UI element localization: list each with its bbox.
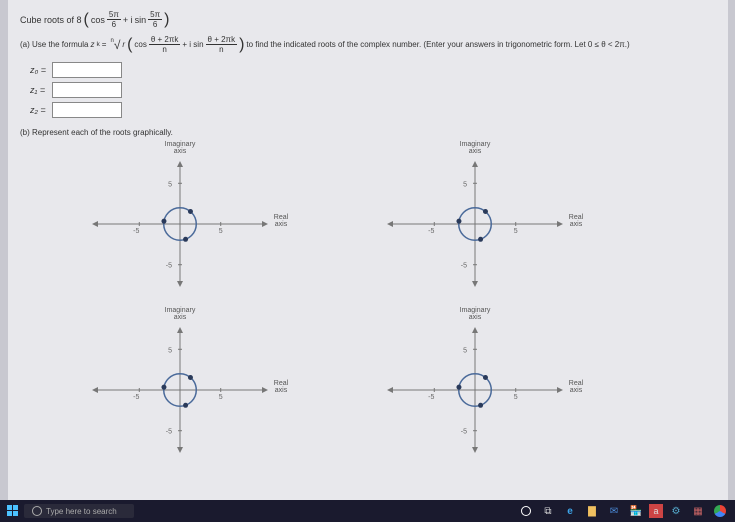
svg-text:-5: -5 (461, 429, 467, 436)
taskbar-mail-icon[interactable]: ✉ (605, 502, 623, 520)
answer-label-2: z₂ = (30, 105, 52, 115)
root-symbol: √ (114, 38, 121, 52)
graph-option-3[interactable]: Imaginaryaxis Realaxis -5 5 5 -5 (60, 307, 300, 467)
svg-text:5: 5 (219, 394, 223, 401)
formula-frac-1: θ + 2πk n (149, 35, 181, 54)
answer-input-0[interactable] (52, 62, 122, 78)
part-a-label: (a) Use the formula (20, 40, 88, 49)
rparen: ) (164, 15, 169, 25)
formula-plus-isin: + i sin (182, 40, 203, 49)
real-axis-label: Realaxis (561, 214, 591, 228)
svg-text:5: 5 (463, 347, 467, 354)
part-a-tail: to find the indicated roots of the compl… (246, 40, 629, 49)
question-prefix: Cube roots of 8 (20, 15, 82, 25)
angle-frac-1: 5π 6 (107, 10, 121, 29)
taskbar-calc-icon[interactable]: ▦ (689, 502, 707, 520)
imaginary-axis-label: Imaginaryaxis (445, 307, 505, 321)
imaginary-axis-label: Imaginaryaxis (445, 141, 505, 155)
plus-i: + i (123, 15, 133, 25)
svg-text:5: 5 (514, 228, 518, 235)
answer-row-0: z₀ = (30, 62, 716, 78)
svg-text:-5: -5 (133, 228, 139, 235)
search-icon (32, 506, 42, 516)
graph-option-2[interactable]: Imaginaryaxis Realaxis -5 5 5 -5 (355, 141, 595, 301)
k-sub: k (96, 41, 99, 48)
zk-var: z (90, 40, 94, 49)
formula-frac-2: θ + 2πk n (206, 35, 238, 54)
worksheet-page: Cube roots of 8 ( cos 5π 6 + i sin 5π 6 … (8, 0, 728, 500)
equals: = (102, 40, 107, 49)
root-of: r (122, 40, 125, 49)
svg-text:5: 5 (168, 347, 172, 354)
part-b-label: (b) Represent each of the roots graphica… (20, 128, 716, 137)
graph-option-1[interactable]: Imaginaryaxis Realaxis -5 5 5 -5 (60, 141, 300, 301)
taskbar-browser-icon[interactable] (711, 502, 729, 520)
answer-row-2: z₂ = (30, 102, 716, 118)
svg-text:-5: -5 (166, 429, 172, 436)
real-axis-label: Realaxis (266, 380, 296, 394)
svg-text:-5: -5 (428, 394, 434, 401)
answer-input-2[interactable] (52, 102, 122, 118)
question-statement: Cube roots of 8 ( cos 5π 6 + i sin 5π 6 … (20, 10, 716, 29)
answer-input-1[interactable] (52, 82, 122, 98)
cos-label: cos (91, 15, 105, 25)
search-placeholder: Type here to search (46, 507, 117, 516)
start-button[interactable] (6, 504, 20, 518)
taskbar-search[interactable]: Type here to search (24, 504, 134, 518)
taskbar-edge-icon[interactable]: e (561, 502, 579, 520)
taskbar-taskview-icon[interactable]: ⧉ (539, 502, 557, 520)
windows-taskbar: Type here to search ⧉ e ▇ ✉ 🏪 a ⚙ ▦ (0, 500, 735, 522)
real-axis-label: Realaxis (266, 214, 296, 228)
answer-row-1: z₁ = (30, 82, 716, 98)
taskbar-app-a-icon[interactable]: a (649, 504, 663, 518)
svg-text:-5: -5 (461, 263, 467, 270)
svg-text:-5: -5 (133, 394, 139, 401)
svg-text:5: 5 (168, 181, 172, 188)
lparen: ( (84, 15, 89, 25)
part-a-line: (a) Use the formula zk = n√r ( cos θ + 2… (20, 35, 716, 54)
taskbar-settings-icon[interactable]: ⚙ (667, 502, 685, 520)
svg-text:-5: -5 (428, 228, 434, 235)
formula-rparen: ) (239, 40, 244, 50)
taskbar-explorer-icon[interactable]: ▇ (583, 502, 601, 520)
imaginary-axis-label: Imaginaryaxis (150, 307, 210, 321)
svg-text:5: 5 (219, 228, 223, 235)
graphs-grid: Imaginaryaxis Realaxis -5 5 5 -5 Imagina… (60, 141, 620, 467)
answer-label-0: z₀ = (30, 65, 52, 75)
taskbar-cortana-icon[interactable] (517, 502, 535, 520)
real-axis-label: Realaxis (561, 380, 591, 394)
sin-label: sin (135, 15, 147, 25)
answer-label-1: z₁ = (30, 85, 52, 95)
svg-text:5: 5 (463, 181, 467, 188)
svg-text:-5: -5 (166, 263, 172, 270)
formula-lparen: ( (127, 40, 132, 50)
graph-option-4[interactable]: Imaginaryaxis Realaxis -5 5 5 -5 (355, 307, 595, 467)
svg-text:5: 5 (514, 394, 518, 401)
angle-frac-2: 5π 6 (148, 10, 162, 29)
imaginary-axis-label: Imaginaryaxis (150, 141, 210, 155)
taskbar-store-icon[interactable]: 🏪 (627, 502, 645, 520)
answer-section: z₀ = z₁ = z₂ = (30, 62, 716, 118)
formula-cos: cos (134, 40, 146, 49)
